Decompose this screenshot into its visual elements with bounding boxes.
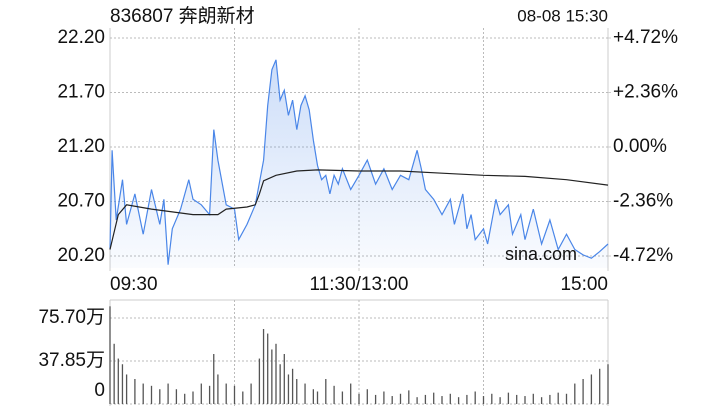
y-tick-label: 37.85万 [38,350,105,371]
y-tick-label: 21.70 [57,82,105,103]
x-tick-label: 15:00 [560,274,608,295]
price-area [110,59,608,268]
y-tick-label: 22.20 [57,27,105,48]
y-tick-label: 0 [94,380,105,401]
y-tick-label: 75.70万 [38,307,105,328]
y-tick-label: 21.20 [57,136,105,157]
price-line [109,59,609,265]
watermark: sina.com [505,244,577,264]
y2-tick-label: +2.36% [613,82,678,103]
stock-title: 836807 奔朗新材 [110,5,255,27]
y2-tick-label: +4.72% [613,27,678,48]
y-tick-label: 20.20 [57,245,105,266]
y2-tick-label: 0.00% [613,136,667,157]
y2-tick-label: -4.72% [613,245,673,266]
y2-tick-label: -2.36% [613,191,673,212]
x-tick-label: 09:30 [110,274,158,295]
x-tick-label: 11:30/13:00 [310,274,409,295]
datetime: 08-08 15:30 [517,6,608,25]
y-tick-label: 20.70 [57,191,105,212]
average-line [109,169,609,250]
